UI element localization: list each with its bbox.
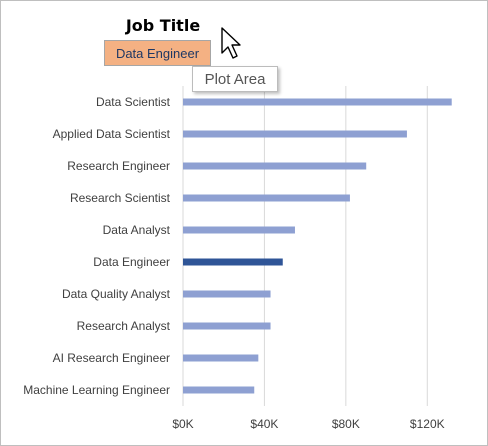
bar-applied-data-scientist[interactable] xyxy=(183,131,407,138)
x-axis-tick-label: $80K xyxy=(332,417,360,431)
y-axis-labels: Data Scientist Applied Data Scientist Rese… xyxy=(23,95,170,397)
bars xyxy=(183,99,452,394)
bar-data-scientist[interactable] xyxy=(183,99,452,106)
x-axis-tick-label: $120K xyxy=(410,417,445,431)
y-axis-label: Data Analyst xyxy=(103,223,171,237)
x-axis-labels: $0K $40K $80K $120K xyxy=(172,417,444,431)
y-axis-label: Research Engineer xyxy=(67,159,170,173)
bar-research-engineer[interactable] xyxy=(183,163,366,170)
y-axis-label: Data Scientist xyxy=(96,95,171,109)
bar-machine-learning-engineer[interactable] xyxy=(183,387,254,394)
bar-data-analyst[interactable] xyxy=(183,227,295,234)
bar-ai-research-engineer[interactable] xyxy=(183,355,258,362)
y-axis-label: Applied Data Scientist xyxy=(53,127,171,141)
bar-research-scientist[interactable] xyxy=(183,195,350,202)
x-axis-tick-label: $0K xyxy=(172,417,193,431)
mouse-pointer-icon xyxy=(220,27,242,61)
bar-research-analyst[interactable] xyxy=(183,323,271,330)
bar-data-engineer[interactable] xyxy=(183,259,283,266)
y-axis-label: Machine Learning Engineer xyxy=(23,383,170,397)
bar-data-quality-analyst[interactable] xyxy=(183,291,271,298)
y-axis-label: Data Quality Analyst xyxy=(62,287,171,301)
x-axis-tick-label: $40K xyxy=(250,417,278,431)
y-axis-label: AI Research Engineer xyxy=(53,351,170,365)
y-axis-label: Research Scientist xyxy=(70,191,171,205)
y-axis-label: Data Engineer xyxy=(93,255,170,269)
y-axis-label: Research Analyst xyxy=(77,319,171,333)
plot-area-tooltip: Plot Area xyxy=(192,66,278,92)
